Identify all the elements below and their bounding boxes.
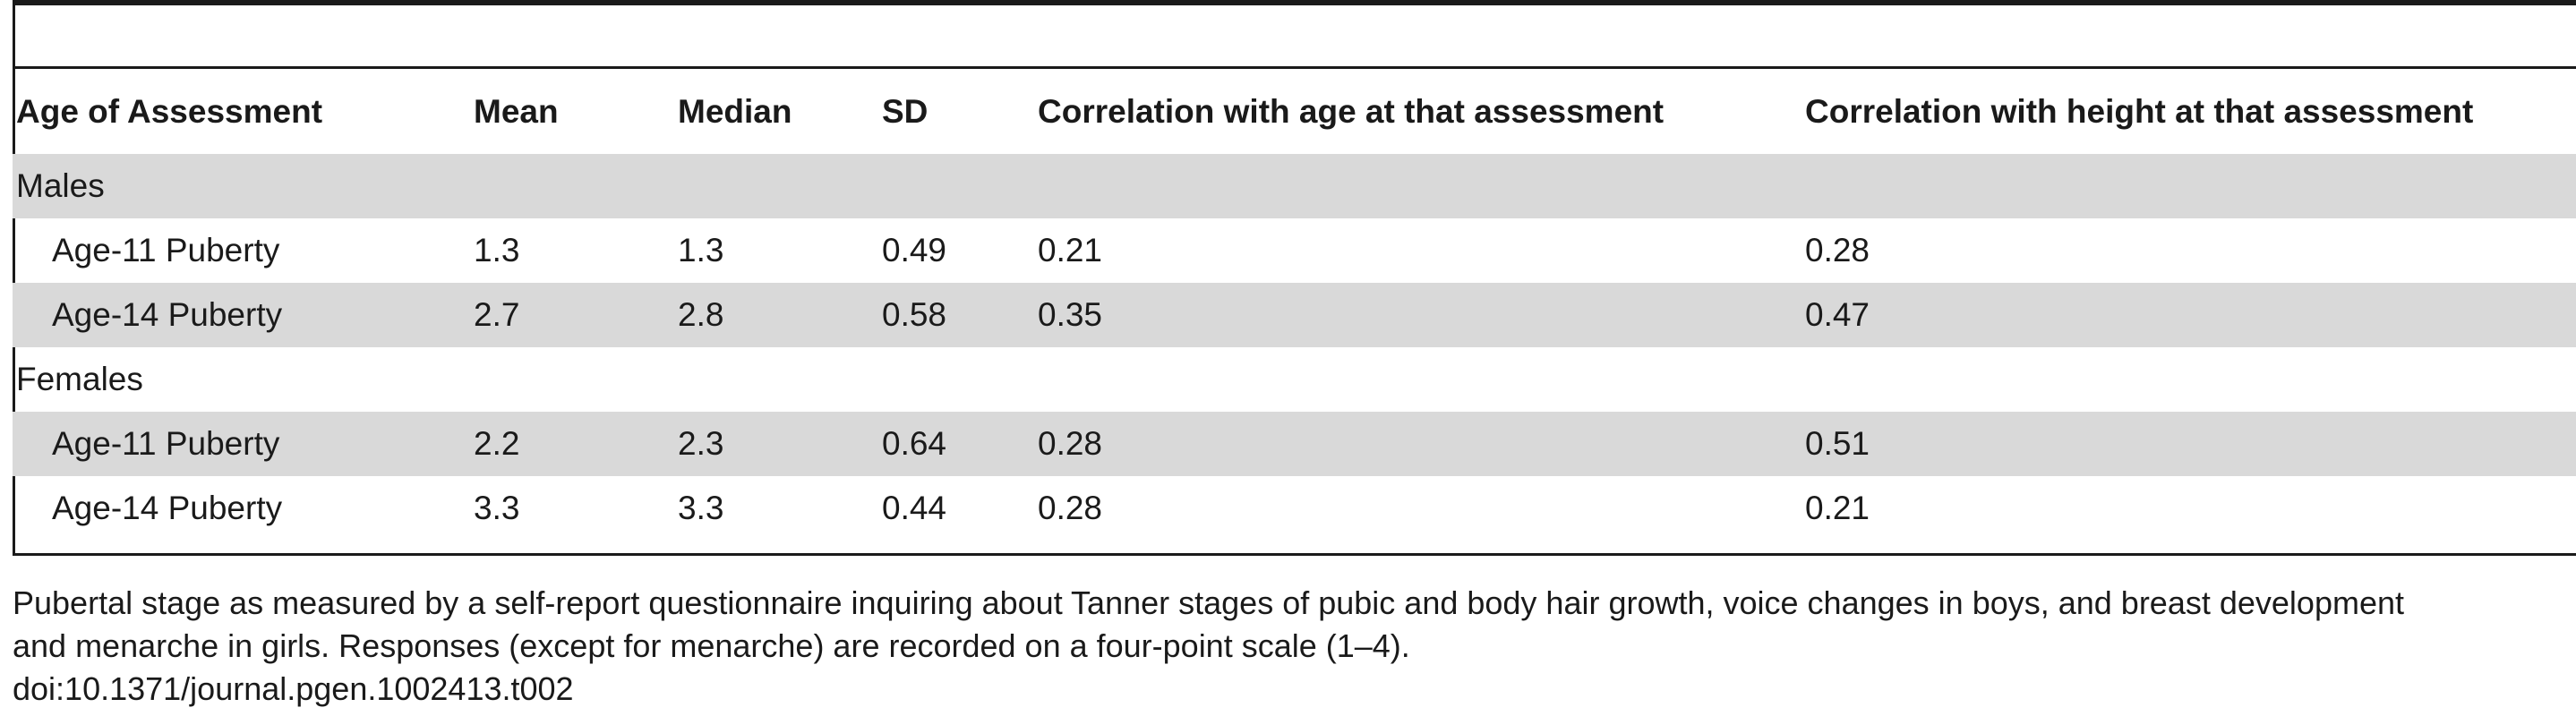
- group-label: Males: [13, 154, 474, 218]
- column-header: Mean: [474, 92, 559, 130]
- table-row: Age-11 Puberty 2.2 2.3 0.64 0.28 0.51: [13, 412, 2576, 476]
- row-label: Age-14 Puberty: [13, 283, 474, 347]
- cell-corr-height: 0.47: [1805, 283, 2576, 347]
- column-header: Age of Assessment: [16, 92, 323, 130]
- cell-corr-age: 0.35: [1038, 283, 1805, 347]
- group-row: Males: [13, 154, 2576, 218]
- cell-sd: 0.58: [882, 283, 1038, 347]
- cell-sd: 0.64: [882, 412, 1038, 476]
- cell-corr-age: 0.28: [1038, 412, 1805, 476]
- cell-corr-height: 0.21: [1805, 490, 1870, 526]
- cell-mean: 3.3: [474, 490, 520, 526]
- column-header: Correlation with height at that assessme…: [1805, 92, 2474, 130]
- cell-median: 3.3: [678, 490, 724, 526]
- cell-median: 2.3: [678, 412, 882, 476]
- cell-median: 2.8: [678, 283, 882, 347]
- group-label: Females: [16, 361, 143, 397]
- table-footnote: Pubertal stage as measured by a self-rep…: [13, 582, 2573, 711]
- row-label: Age-11 Puberty: [13, 412, 474, 476]
- table-header-row: Age of Assessment Mean Median SD Correla…: [13, 69, 2576, 154]
- column-header: SD: [882, 92, 929, 130]
- row-label: Age-14 Puberty: [52, 490, 283, 526]
- cell-corr-age: 0.21: [1038, 232, 1103, 268]
- cell-corr-age: 0.28: [1038, 490, 1103, 526]
- table-top-rule: [13, 0, 2576, 5]
- table-header-rule: [13, 66, 2576, 69]
- table-row: Age-11 Puberty 1.3 1.3 0.49 0.21 0.28: [13, 218, 2576, 283]
- column-header: Correlation with age at that assessment: [1038, 92, 1665, 130]
- cell-mean: 2.2: [474, 412, 678, 476]
- cell-mean: 1.3: [474, 232, 520, 268]
- cell-corr-height: 0.51: [1805, 412, 2576, 476]
- cell-median: 1.3: [678, 232, 724, 268]
- table-bottom-rule: [13, 553, 2576, 556]
- cell-mean: 2.7: [474, 283, 678, 347]
- group-row: Females: [13, 347, 2576, 412]
- cell-corr-height: 0.28: [1805, 232, 1870, 268]
- cell-sd: 0.44: [882, 490, 947, 526]
- row-label: Age-11 Puberty: [52, 232, 280, 268]
- footnote-line: and menarche in girls. Responses (except…: [13, 627, 1410, 664]
- table-row: Age-14 Puberty 2.7 2.8 0.58 0.35 0.47: [13, 283, 2576, 347]
- cell-sd: 0.49: [882, 232, 947, 268]
- column-header: Median: [678, 92, 792, 130]
- footnote-line: Pubertal stage as measured by a self-rep…: [13, 584, 2404, 621]
- data-table: Age of Assessment Mean Median SD Correla…: [13, 69, 2576, 541]
- doi-text: doi:10.1371/journal.pgen.1002413.t002: [13, 670, 574, 707]
- table-row: Age-14 Puberty 3.3 3.3 0.44 0.28 0.21: [13, 476, 2576, 541]
- table-left-rule: [13, 0, 15, 555]
